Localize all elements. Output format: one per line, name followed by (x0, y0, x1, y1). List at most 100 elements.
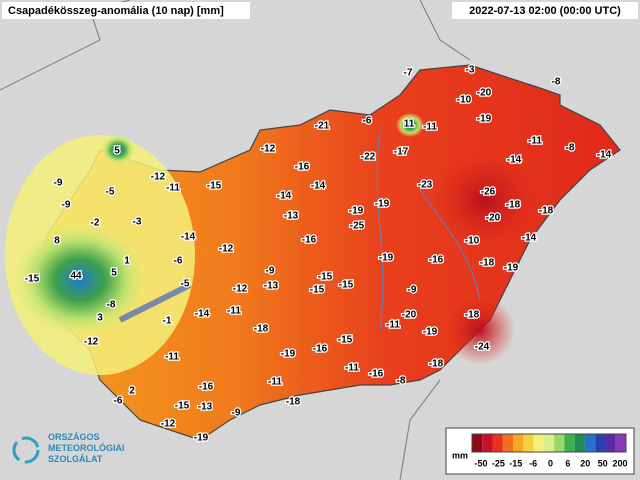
station-value: -14 (597, 150, 612, 161)
logo: ORSZÁGOS METEOROLÓGIAI SZOLGÁLAT (12, 432, 125, 464)
station-value: -16 (369, 369, 384, 380)
station-value: -12 (84, 337, 99, 348)
station-value: -11 (268, 377, 282, 388)
anomaly-area (100, 134, 136, 166)
station-value: -22 (361, 152, 376, 163)
legend-swatch (615, 434, 626, 452)
legend-tick-label: -25 (492, 458, 505, 468)
station-value: -10 (457, 95, 472, 106)
station-value: -11 (423, 122, 437, 133)
legend-swatch (554, 434, 565, 452)
station-value: -18 (539, 206, 554, 217)
station-value: -13 (284, 211, 299, 222)
station-value: -13 (264, 281, 279, 292)
legend-tick-label: 0 (548, 458, 553, 468)
station-value: -6 (363, 116, 372, 127)
legend-swatch (595, 434, 606, 452)
station-value: -9 (232, 408, 241, 419)
station-value: -14 (311, 181, 326, 192)
legend-tick-label: 6 (565, 458, 570, 468)
station-value: -5 (106, 187, 115, 198)
station-value: -18 (480, 258, 495, 269)
logo-mark (12, 436, 40, 464)
station-value: -3 (466, 65, 475, 76)
legend-tick-label: -6 (529, 458, 537, 468)
station-value: -23 (418, 180, 433, 191)
station-value: -20 (402, 310, 417, 321)
station-value: -10 (465, 236, 480, 247)
title-box (2, 2, 250, 19)
station-value: -9 (266, 266, 275, 277)
station-value: -11 (386, 320, 400, 331)
station-value: -11 (165, 352, 179, 363)
station-value: -19 (423, 327, 438, 338)
legend-swatch (502, 434, 514, 452)
station-value: -24 (475, 342, 490, 353)
legend: -50 -25 -15 -6 0 6 20 50 200 (471, 433, 628, 468)
station-value: 1 (124, 256, 130, 267)
title: Csapadékösszeg-anomália (10 nap) [mm] (8, 5, 224, 17)
station-value: -14 (277, 191, 292, 202)
legend-frame (471, 433, 627, 453)
station-value: -19 (477, 114, 492, 125)
station-value: -19 (194, 433, 209, 444)
station-value: -9 (62, 200, 71, 211)
station-value: -3 (133, 217, 142, 228)
station-value: -21 (315, 121, 330, 132)
station-value: -12 (151, 172, 166, 183)
station-value: -15 (175, 401, 190, 412)
station-value: -15 (207, 181, 222, 192)
station-value: -19 (504, 263, 519, 274)
anomaly-area (396, 113, 424, 137)
station-value: -19 (281, 349, 296, 360)
station-value: -12 (261, 144, 276, 155)
station-value: -9 (54, 178, 63, 189)
legend-swatch (584, 434, 596, 452)
legend-swatch (543, 434, 555, 452)
anomaly-area (10, 220, 150, 340)
station-value: -12 (233, 284, 248, 295)
station-value: -12 (161, 419, 176, 430)
station-value: -18 (506, 200, 521, 211)
station-value: 3 (97, 313, 103, 324)
legend-tick-label: 50 (598, 458, 608, 468)
legend-tick-label: 20 (580, 458, 590, 468)
station-value: -8 (397, 376, 406, 387)
station-value: -9 (408, 285, 417, 296)
station-value: -20 (486, 213, 501, 224)
lake (118, 282, 192, 323)
station-value: -15 (310, 285, 325, 296)
legend-swatch (533, 434, 544, 452)
legend-swatch (472, 434, 483, 452)
station-value: -5 (181, 279, 190, 290)
legend-swatch (482, 434, 493, 452)
station-value: -18 (429, 359, 444, 370)
station-value: 11 (404, 119, 415, 130)
station-value: -20 (477, 88, 492, 99)
legend-tick-label: -15 (509, 458, 522, 468)
labels: -7 -3-8-10-20-21 -6 11 -11-195 -12-22 -17-11-8… (24, 63, 613, 445)
station-value: -16 (313, 344, 328, 355)
station-value: 2 (129, 386, 135, 397)
station-value: 8 (54, 236, 60, 247)
legend-swatch (574, 434, 585, 452)
station-value: -26 (481, 187, 496, 198)
station-value: -14 (507, 155, 522, 166)
station-value: 5 (114, 146, 120, 157)
legend-unit: mm (452, 450, 468, 460)
station-value: -19 (375, 199, 390, 210)
station-value: -19 (379, 253, 394, 264)
station-value: -14 (181, 232, 196, 243)
station-value: -16 (295, 162, 310, 173)
station-value: -15 (25, 274, 40, 285)
station-value: -25 (350, 221, 365, 232)
station-value: -15 (318, 272, 333, 283)
legend-swatch (523, 434, 534, 452)
station-value: -8 (107, 300, 116, 311)
anomaly-area (430, 150, 540, 250)
legend-swatch (564, 434, 575, 452)
legend-swatch (492, 434, 503, 452)
station-value: -18 (254, 324, 269, 335)
station-value: -12 (219, 244, 234, 255)
